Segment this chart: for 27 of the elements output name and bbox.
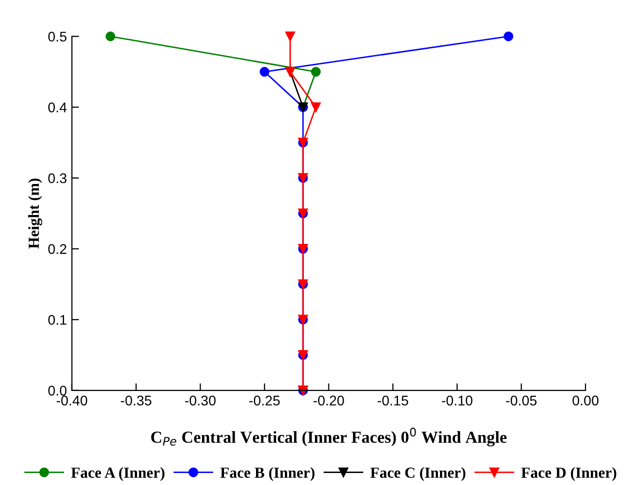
y-axis-title: Height (m): [28, 178, 42, 249]
point: [311, 102, 321, 112]
point: [260, 66, 270, 77]
legend-label: Face D (Inner): [521, 467, 616, 481]
legend-label: Face A (Inner): [71, 467, 164, 481]
x-tick-label: -0.05: [506, 396, 537, 406]
x-axis-title: C$_{Pe}$ Central Vertical (Inner Faces) 0$^{0}$ Wind Angle: [151, 428, 507, 446]
x-tick-label: -0.35: [120, 396, 152, 406]
point: [285, 32, 296, 42]
y-tick-label: 0.3: [48, 173, 66, 184]
x-tick-label: 0.00: [572, 396, 598, 406]
y-tick-label: 0.0: [48, 386, 66, 396]
y-tick-label: 0.2: [48, 244, 66, 254]
point: [106, 32, 116, 42]
y-tick-label: 0.5: [48, 32, 66, 42]
legend-label: Face C (Inner): [370, 467, 466, 481]
x-tick-label: -0.10: [442, 396, 472, 406]
y-tick-label: 0.4: [48, 102, 67, 112]
point: [311, 66, 321, 77]
x-tick-label: -0.15: [378, 396, 408, 406]
x-tick-label: -0.40: [56, 396, 88, 406]
x-tick-label: -0.25: [249, 396, 280, 406]
y-tick-label: 0.1: [48, 314, 66, 325]
x-tick-label: -0.30: [185, 396, 216, 406]
legend-label: Face B (Inner): [220, 467, 314, 481]
point: [504, 32, 514, 42]
x-tick-label: -0.20: [313, 396, 344, 406]
